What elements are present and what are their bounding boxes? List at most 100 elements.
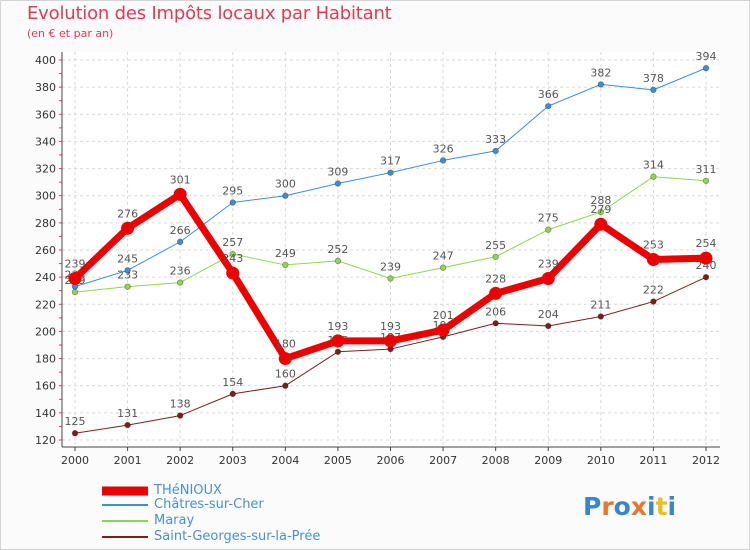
logo-letter: x	[630, 492, 647, 521]
proxiti-logo: Proxiti	[583, 492, 676, 521]
data-label-maray: 275	[538, 212, 559, 225]
data-point-saint-georges-sur-la-pree	[176, 412, 184, 419]
x-tick-label: 2009	[534, 454, 562, 467]
data-label-chatres-sur-cher: 295	[222, 185, 243, 198]
data-label-saint-georges-sur-la-pree: 154	[222, 376, 243, 389]
legend-label: Maray	[154, 513, 195, 528]
x-tick-label: 2000	[61, 454, 89, 467]
data-point-saint-georges-sur-la-pree	[650, 298, 657, 305]
data-label-thenioux: 301	[170, 173, 191, 186]
data-label-maray: 311	[696, 163, 717, 176]
data-label-thenioux: 228	[485, 272, 506, 285]
logo-letter: t	[655, 492, 668, 521]
legend-swatch-thenioux	[102, 486, 148, 496]
data-point-chatres-sur-cher	[387, 169, 394, 176]
data-label-thenioux: 180	[275, 338, 296, 351]
data-point-saint-georges-sur-la-pree	[334, 348, 342, 355]
data-label-thenioux: 276	[117, 207, 138, 220]
data-point-saint-georges-sur-la-pree	[71, 430, 79, 437]
data-point-chatres-sur-cher	[492, 147, 499, 155]
y-tick-label: 140	[35, 407, 56, 420]
data-label-thenioux: 201	[433, 309, 454, 322]
chart-subtitle: (en € et par an)	[27, 27, 114, 40]
data-point-thenioux	[489, 286, 503, 300]
data-label-thenioux: 193	[327, 320, 348, 333]
data-label-chatres-sur-cher: 309	[327, 166, 348, 179]
data-point-thenioux	[226, 266, 240, 280]
data-label-saint-georges-sur-la-pree: 138	[170, 398, 191, 411]
data-label-chatres-sur-cher: 266	[170, 224, 191, 237]
y-tick-label: 180	[35, 353, 56, 366]
legend-label: THéNIOUX	[154, 483, 222, 498]
data-point-maray	[282, 261, 289, 269]
data-label-maray: 249	[275, 247, 296, 260]
data-label-saint-georges-sur-la-pree: 160	[275, 368, 296, 381]
legend-swatch-saint-georges-sur-la-pree	[102, 536, 148, 538]
data-label-thenioux: 253	[643, 239, 664, 252]
data-label-chatres-sur-cher: 333	[485, 133, 506, 146]
data-label-maray: 239	[380, 261, 401, 274]
data-point-thenioux	[121, 221, 135, 235]
data-point-thenioux	[68, 272, 82, 285]
y-tick-label: 300	[35, 190, 56, 203]
data-point-maray	[492, 253, 499, 260]
data-point-maray	[387, 275, 394, 282]
y-tick-label: 320	[35, 163, 56, 176]
data-point-thenioux	[436, 323, 450, 337]
data-label-chatres-sur-cher: 382	[590, 66, 611, 79]
data-label-maray: 247	[433, 250, 454, 263]
data-point-saint-georges-sur-la-pree	[229, 390, 236, 398]
data-label-maray: 236	[170, 265, 191, 278]
data-point-saint-georges-sur-la-pree	[124, 421, 131, 429]
data-point-chatres-sur-cher	[176, 238, 184, 246]
data-point-maray	[176, 279, 184, 286]
y-tick-label: 340	[35, 135, 56, 148]
data-point-maray	[545, 226, 552, 233]
x-tick-label: 2007	[429, 454, 457, 467]
data-point-chatres-sur-cher	[334, 180, 342, 187]
data-point-maray	[439, 264, 447, 271]
data-point-maray	[650, 173, 657, 180]
data-label-saint-georges-sur-la-pree: 222	[643, 284, 664, 297]
y-tick-label: 360	[35, 108, 56, 121]
x-tick-label: 2002	[166, 454, 194, 467]
data-label-thenioux: 243	[222, 252, 243, 265]
data-label-thenioux: 193	[380, 320, 401, 333]
data-point-thenioux	[594, 217, 608, 231]
y-tick-label: 220	[35, 298, 56, 311]
data-point-maray	[702, 177, 710, 184]
data-point-chatres-sur-cher	[702, 64, 710, 72]
y-tick-label: 400	[35, 54, 56, 67]
y-tick-label: 120	[35, 434, 56, 447]
x-tick-label: 2001	[114, 454, 142, 467]
data-point-chatres-sur-cher	[229, 199, 236, 206]
data-point-thenioux	[278, 352, 292, 366]
x-tick-label: 2012	[692, 454, 720, 467]
data-point-saint-georges-sur-la-pree	[597, 313, 605, 320]
data-point-thenioux	[173, 187, 187, 201]
logo-letter: P	[583, 492, 602, 521]
data-label-saint-georges-sur-la-pree: 204	[538, 308, 559, 321]
data-point-chatres-sur-cher	[597, 81, 605, 88]
data-point-chatres-sur-cher	[650, 86, 657, 94]
legend-label: Châtres-sur-Cher	[154, 497, 264, 512]
data-label-chatres-sur-cher: 378	[643, 72, 664, 85]
data-label-chatres-sur-cher: 245	[117, 252, 138, 265]
data-point-maray	[229, 250, 236, 258]
x-tick-label: 2008	[482, 454, 510, 467]
data-point-saint-georges-sur-la-pree	[492, 320, 499, 327]
data-label-chatres-sur-cher: 366	[538, 88, 559, 101]
y-tick-label: 280	[35, 217, 56, 230]
data-label-maray: 252	[327, 243, 348, 256]
x-tick-label: 2003	[219, 454, 247, 467]
data-point-thenioux	[541, 272, 555, 285]
data-point-thenioux	[646, 253, 660, 266]
data-label-thenioux: 239	[65, 258, 86, 271]
data-point-maray	[71, 288, 79, 296]
data-point-chatres-sur-cher	[439, 157, 447, 164]
data-point-maray	[124, 283, 131, 290]
data-label-saint-georges-sur-la-pree: 206	[485, 305, 506, 318]
logo-letter: o	[613, 492, 631, 521]
data-point-chatres-sur-cher	[124, 267, 131, 274]
